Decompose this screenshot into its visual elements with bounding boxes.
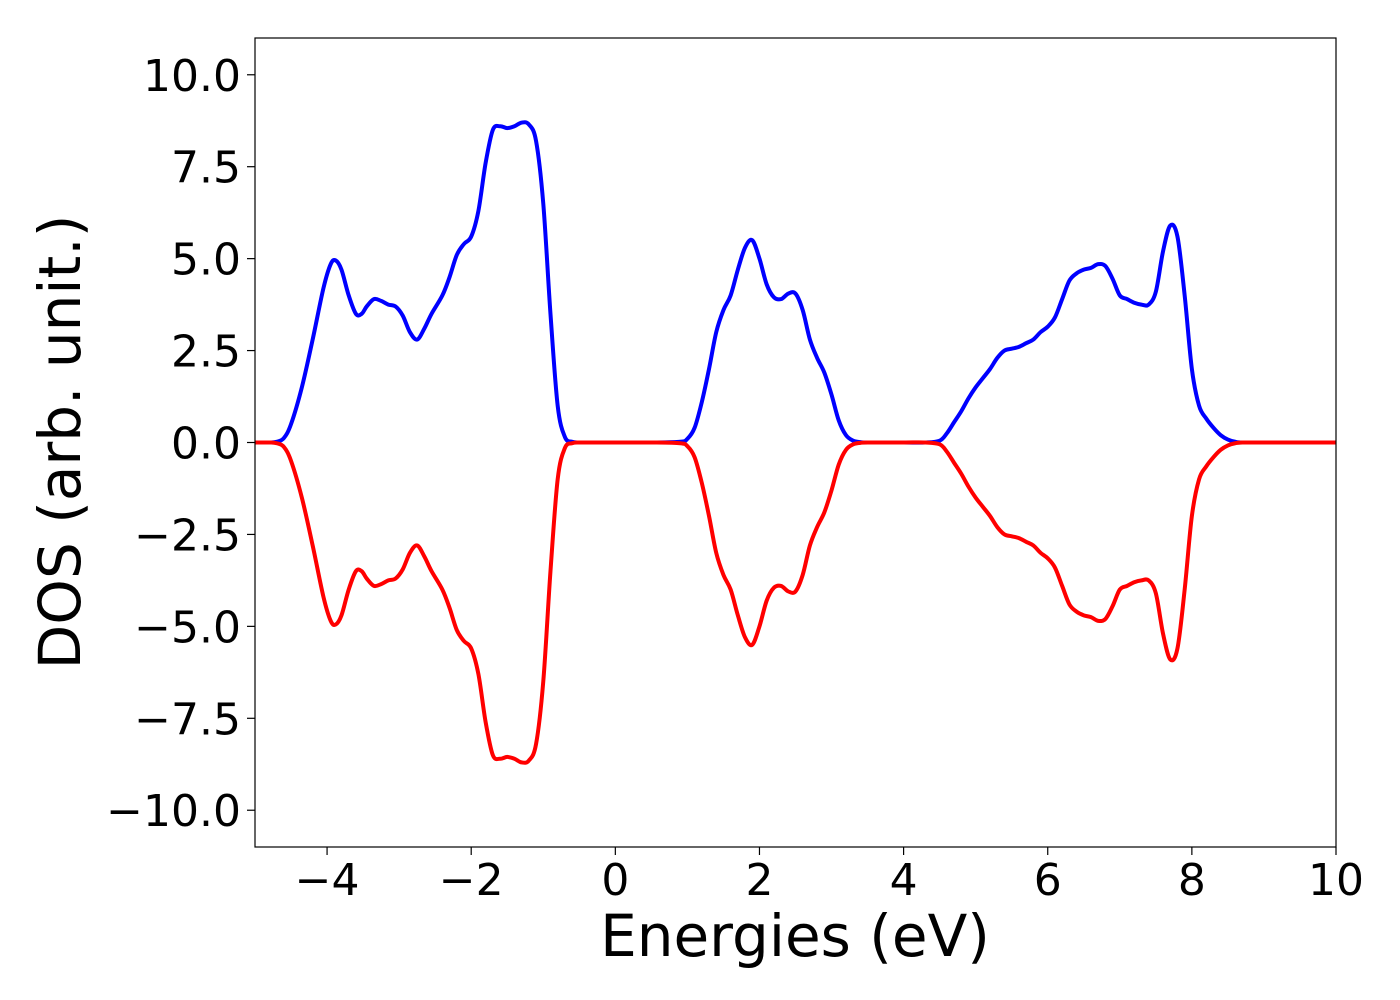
y-tick-label: 7.5 [171,143,241,194]
y-tick-label: 10.0 [143,51,241,102]
y-tick-label: 2.5 [171,327,241,378]
y-tick-label: −5.0 [134,602,241,653]
plot-background [255,38,1336,847]
x-tick-label: 8 [1178,855,1206,906]
y-tick-label: −10.0 [106,786,241,837]
series-layer [254,120,1336,765]
y-tick-label: 0.0 [171,419,241,470]
y-axis-label: DOS (arb. unit.) [26,215,94,670]
x-tick-label: 2 [745,855,773,906]
series-line-1 [254,440,1336,765]
y-axis: −10.0 −7.5 −5.0 −2.5 0.0 2.5 5.0 7.5 10.0 [106,51,255,837]
y-tick-label: −2.5 [134,510,241,561]
x-tick-label: 0 [601,855,629,906]
x-tick-label: 6 [1034,855,1062,906]
x-tick-label: 4 [890,855,918,906]
series-line-0 [254,120,1336,445]
y-tick-label: −7.5 [134,694,241,745]
x-tick-label: −2 [439,855,504,906]
x-axis-label: Energies (eV) [600,902,990,970]
y-tick-label: 5.0 [171,235,241,286]
x-tick-label: 10 [1308,855,1364,906]
x-axis: −4 −2 0 2 4 6 8 10 [295,847,1364,906]
x-tick-label: −4 [295,855,360,906]
